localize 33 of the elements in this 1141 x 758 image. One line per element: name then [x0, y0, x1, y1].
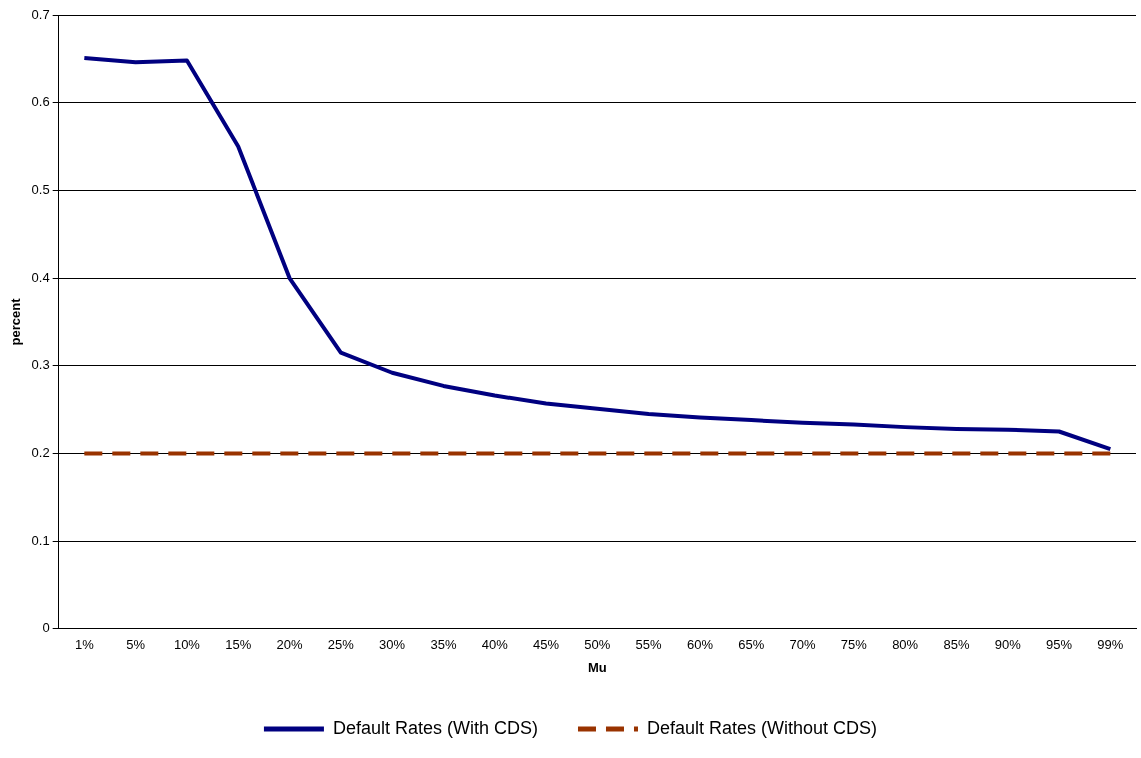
legend-label: Default Rates (With CDS)	[332, 717, 538, 738]
y-tick-label: 0.4	[31, 269, 50, 285]
x-tick-label: 10%	[173, 637, 201, 653]
x-tick-label: 5%	[126, 637, 146, 653]
x-tick-label: 55%	[635, 637, 663, 653]
y-tick-label: 0.6	[31, 94, 50, 110]
y-tick-label: 0.1	[31, 532, 50, 548]
y-tick-label: 0.7	[31, 6, 50, 22]
x-tick-label: 85%	[943, 637, 970, 653]
x-tick-label: 50%	[584, 637, 611, 653]
x-tick-label: 95%	[1046, 637, 1073, 653]
y-tick-label: 0	[42, 620, 50, 636]
x-tick-label: 25%	[327, 637, 355, 653]
x-tick-label: 80%	[892, 637, 919, 653]
y-tick-label: 0.5	[31, 181, 50, 197]
x-tick-label: 90%	[994, 637, 1022, 653]
y-tick-label: 0.2	[31, 445, 50, 461]
y-tick-label: 0.3	[31, 357, 50, 373]
x-tick-label: 1%	[74, 637, 95, 653]
x-tick-label: 65%	[738, 637, 765, 653]
x-tick-label: 15%	[225, 637, 252, 653]
legend-label: Default Rates (Without CDS)	[646, 717, 878, 738]
x-tick-label: 30%	[379, 637, 406, 653]
x-tick-label: 20%	[276, 637, 303, 653]
x-tick-label: 99%	[1097, 637, 1124, 653]
x-tick-label: 60%	[686, 637, 714, 653]
x-tick-label: 70%	[789, 637, 816, 653]
y-axis-title: percent	[8, 297, 24, 346]
x-tick-label: 35%	[430, 637, 457, 653]
x-axis-title: Mu	[587, 659, 607, 675]
x-tick-label: 45%	[533, 637, 560, 653]
x-tick-label: 40%	[481, 637, 509, 653]
x-tick-label: 75%	[840, 637, 868, 653]
